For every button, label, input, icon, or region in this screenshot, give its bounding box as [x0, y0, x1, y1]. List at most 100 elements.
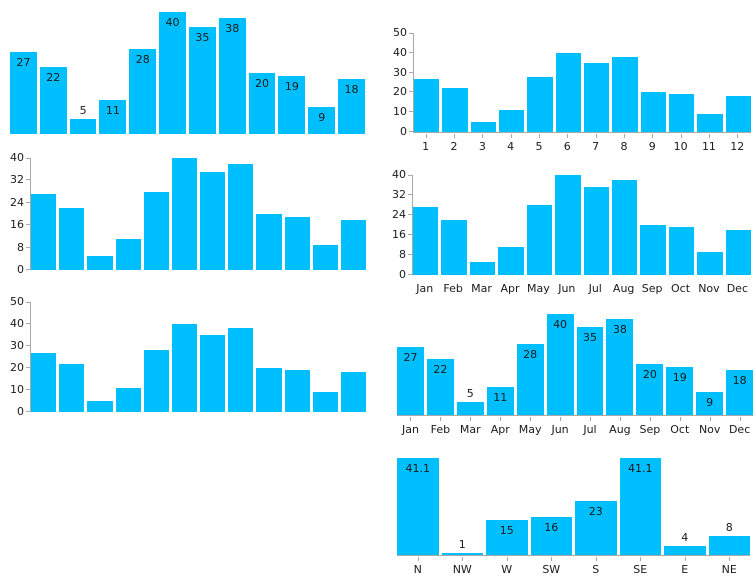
bar-value-label: 23 — [588, 505, 603, 518]
bar — [526, 205, 553, 275]
bar — [668, 227, 695, 275]
bar: 35 — [576, 327, 604, 415]
bar-value-label: 22 — [433, 363, 448, 376]
y-tick-mark — [409, 91, 413, 93]
bar: 27 — [397, 347, 424, 415]
bar — [228, 164, 254, 270]
x-tick-mark — [453, 134, 455, 138]
bar — [612, 57, 638, 132]
bar: 20 — [636, 364, 664, 415]
bar — [697, 252, 723, 275]
y-tick-label: 20 — [10, 361, 24, 374]
x-tick-label: 9 — [640, 134, 665, 153]
x-tick-mark — [649, 417, 651, 421]
bar — [31, 194, 57, 270]
bar — [340, 220, 367, 270]
x-tick-mark — [640, 557, 642, 561]
x-tick-label: SE — [620, 557, 662, 576]
x-tick-label: E — [664, 557, 706, 576]
bar-chart-yaxis-step8: 0 8 16 24 32 40 — [10, 152, 367, 276]
x-axis: Jan Feb Mar Apr May Jun Jul Aug Sep Oct Nov Dec — [397, 417, 753, 436]
bar-value-label: 15 — [499, 524, 514, 537]
y-tick-label: 50 — [10, 295, 24, 308]
bar — [442, 88, 468, 132]
bar-value-label: 8 — [725, 521, 733, 534]
bar — [87, 256, 113, 270]
bar: 16 — [530, 517, 572, 555]
x-tick-label: Jul — [577, 417, 604, 436]
bar-value-label: 16 — [544, 521, 559, 534]
bar — [59, 364, 85, 412]
bar: 38 — [218, 18, 246, 134]
bar-value-label: 4 — [681, 531, 689, 544]
bar: 28 — [516, 344, 544, 415]
bar-value-label: 20 — [255, 77, 270, 90]
bar: 35 — [188, 27, 216, 134]
x-tick-label: May — [517, 417, 544, 436]
y-tick-mark — [26, 389, 30, 390]
x-tick-mark — [709, 417, 711, 421]
y-tick-mark — [26, 323, 30, 324]
bar — [498, 247, 524, 275]
y-tick-mark — [408, 274, 412, 275]
x-tick-mark — [589, 417, 591, 421]
y-tick-label: 20 — [393, 85, 407, 99]
x-tick-mark — [684, 557, 686, 561]
x-tick-label: S — [575, 557, 617, 576]
x-tick-label: Dec — [726, 417, 753, 436]
bar — [413, 207, 439, 275]
bar-value-label: 9 — [706, 396, 714, 409]
bar: 5 — [69, 104, 97, 134]
y-tick-label: 8 — [17, 240, 24, 254]
x-tick-mark — [440, 417, 442, 421]
bar-value-label: 19 — [284, 80, 299, 93]
x-tick-label: 1 — [413, 134, 438, 153]
x-tick-mark — [425, 134, 427, 138]
bar — [312, 392, 338, 412]
x-tick-label: 2 — [441, 134, 466, 153]
x-tick-mark — [680, 134, 682, 138]
x-tick-label: Nov — [696, 417, 723, 436]
bar — [441, 220, 467, 275]
bar: 19 — [278, 76, 306, 134]
x-tick-label: Sep — [636, 417, 663, 436]
bar — [284, 370, 310, 412]
bar: 41.1 — [619, 458, 661, 555]
bar: 38 — [606, 319, 634, 415]
bar — [256, 368, 282, 412]
x-tick-label: Apr — [487, 417, 514, 436]
x-tick-mark — [739, 417, 741, 421]
x-tick-label: Mar — [471, 282, 492, 295]
bar — [115, 388, 141, 412]
x-tick-label: Oct — [670, 282, 691, 295]
bar-value-label: 5 — [466, 387, 474, 400]
x-tick-label: Jul — [588, 282, 602, 295]
y-tick-mark — [26, 201, 30, 203]
bar — [87, 401, 113, 412]
bar — [256, 214, 282, 270]
x-axis: 1 2 3 4 5 6 7 8 9 10 11 12 — [413, 134, 750, 153]
bar — [340, 372, 367, 412]
x-tick-mark — [595, 134, 597, 138]
bar-value-label: 11 — [493, 391, 508, 404]
bar: 5 — [456, 387, 484, 415]
y-tick-mark — [409, 33, 413, 34]
x-axis: N NW W SW S SE E NE — [397, 557, 750, 576]
x-tick-mark — [623, 134, 625, 138]
bar: 8 — [708, 521, 750, 555]
bar-value-label: 19 — [672, 371, 687, 384]
y-tick-label: 0 — [399, 268, 406, 281]
x-axis: Jan Feb Mar Apr May Jun Jul Aug Sep Oct Nov Dec — [412, 278, 750, 295]
bar-chart-month-names-value-labels: 27 22 5 11 28 40 35 38 20 19 9 18 Jan Feb Mar Apr May Ju… — [397, 314, 754, 436]
bar — [640, 225, 666, 275]
y-tick-mark — [26, 269, 30, 270]
x-tick-mark — [510, 134, 512, 138]
bar-chart-value-labels-only: 27 22 5 11 28 40 35 38 20 19 9 18 — [10, 12, 365, 134]
bar-value-label: 41.1 — [405, 462, 431, 475]
bar — [115, 239, 141, 270]
bar — [725, 230, 752, 275]
x-tick-label: Oct — [666, 417, 693, 436]
x-tick-label: 6 — [555, 134, 580, 153]
x-tick-label: 8 — [611, 134, 636, 153]
y-tick-mark — [26, 158, 30, 159]
